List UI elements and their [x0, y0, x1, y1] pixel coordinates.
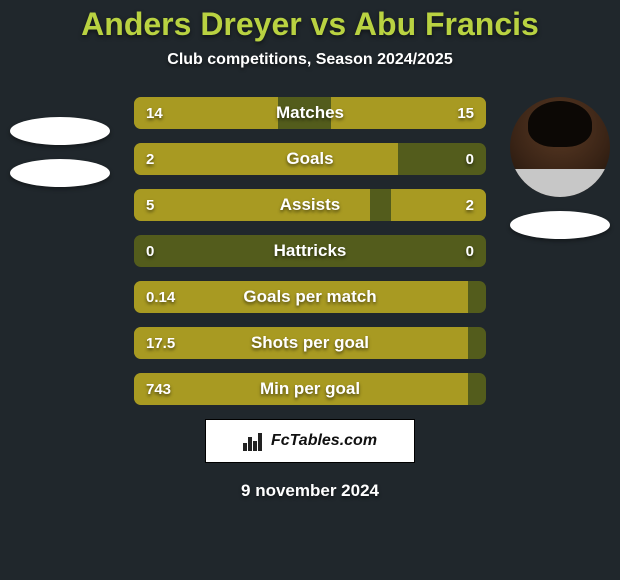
- fctables-logo: FcTables.com: [205, 419, 415, 463]
- stat-label: Shots per goal: [134, 327, 486, 359]
- date-text: 9 november 2024: [0, 481, 620, 501]
- stat-row: 20Goals: [134, 143, 486, 175]
- stats-section: 1415Matches 20Goals 52Assists 00Hattricks 0.…: [0, 97, 620, 405]
- flag-icon: [10, 159, 110, 187]
- flag-icon: [510, 211, 610, 239]
- stat-label: Assists: [134, 189, 486, 221]
- stat-row: 743Min per goal: [134, 373, 486, 405]
- comparison-card: Anders Dreyer vs Abu Francis Club compet…: [0, 0, 620, 580]
- stat-rows: 1415Matches 20Goals 52Assists 00Hattricks 0.…: [134, 97, 486, 405]
- stat-row: 52Assists: [134, 189, 486, 221]
- avatar-image: [510, 97, 610, 197]
- stat-row: 17.5Shots per goal: [134, 327, 486, 359]
- page-title: Anders Dreyer vs Abu Francis: [0, 0, 620, 43]
- player-left-column: [0, 97, 120, 187]
- flag-icon: [10, 117, 110, 145]
- player-avatar: [510, 97, 610, 197]
- page-subtitle: Club competitions, Season 2024/2025: [0, 51, 620, 69]
- stat-label: Goals per match: [134, 281, 486, 313]
- player-right-column: [500, 97, 620, 239]
- stat-label: Goals: [134, 143, 486, 175]
- stat-row: 0.14Goals per match: [134, 281, 486, 313]
- stat-row: 1415Matches: [134, 97, 486, 129]
- logo-text: FcTables.com: [271, 432, 377, 450]
- stat-label: Min per goal: [134, 373, 486, 405]
- stat-row: 00Hattricks: [134, 235, 486, 267]
- stat-label: Matches: [134, 97, 486, 129]
- bar-chart-icon: [243, 431, 265, 451]
- stat-label: Hattricks: [134, 235, 486, 267]
